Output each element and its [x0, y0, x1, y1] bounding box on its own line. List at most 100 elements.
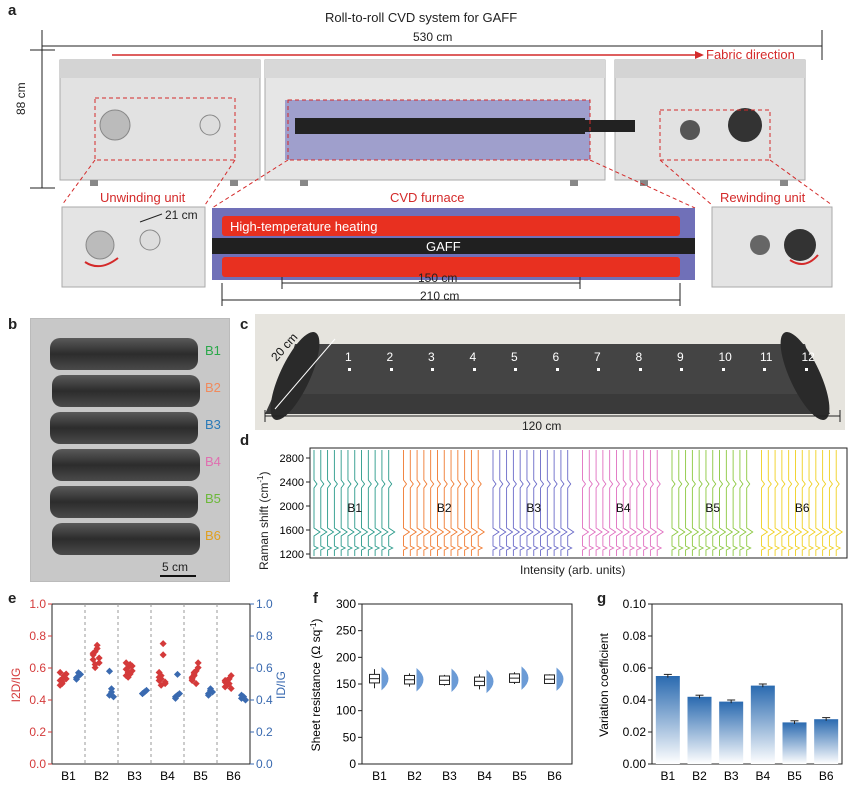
e-point-right [173, 670, 182, 678]
g-xtick-label: B1 [660, 769, 675, 783]
roll-width-label: 21 cm [165, 208, 198, 222]
panel-c-label: c [240, 316, 249, 333]
point-marker [638, 368, 642, 371]
e-ytick-left-label: 0.4 [29, 693, 46, 707]
raman-spectrum [526, 450, 534, 556]
scale-label: 5 cm [162, 560, 189, 574]
fabric-roll [52, 449, 200, 481]
e-point-left [122, 659, 130, 667]
panel-e-label: e [8, 590, 17, 607]
raman-ytick-label: 2800 [280, 453, 304, 465]
raman-spectrum [540, 450, 548, 556]
e-ytick-right-label: 0.6 [256, 661, 273, 675]
raman-ytick-label: 1600 [280, 525, 304, 537]
raman-spectrum [512, 450, 521, 556]
raman-spectrum [725, 450, 734, 556]
raman-spectrum [477, 450, 486, 556]
chart-f: 0 50 100 150 200 250 300 B1 B2 B3 B4 B5 B6 Sheet resi… [309, 597, 573, 783]
raman-spectrum [443, 450, 452, 556]
e-xtick-label: B3 [127, 769, 142, 783]
raman-spectrum [367, 450, 376, 556]
g-ytick-label: 0.00 [623, 757, 647, 771]
raman-spectrum [781, 450, 789, 556]
heated-length-label: 150 cm [418, 271, 458, 285]
f-violin [381, 666, 389, 691]
e-point-right [204, 691, 213, 699]
raman-spectrum [595, 450, 603, 556]
raman-spectrum [313, 450, 321, 556]
cvd-furnace-label: CVD furnace [390, 190, 465, 205]
raman-spectrum [381, 450, 389, 556]
chart-g: 0.00 0.02 0.04 0.06 0.08 0.10 B1 B2 B3 B4 B5 B6 Vari… [597, 597, 843, 783]
g-bar [655, 676, 680, 764]
e-point-left [194, 659, 202, 667]
point-label: 7 [594, 350, 601, 364]
raman-group-label: B6 [795, 501, 810, 515]
furnace-length-label: 210 cm [420, 289, 460, 303]
g-bar [814, 719, 839, 764]
machine-height-label: 88 cm [14, 82, 28, 115]
f-ylabel: Sheet resistance (Ω sq-1) [309, 619, 323, 752]
e-xtick-label: B5 [193, 769, 208, 783]
fabric-roll [52, 523, 200, 555]
f-ylabel-sup: -1 [309, 622, 318, 630]
g-ytick-label: 0.02 [623, 725, 647, 739]
f-violin [451, 668, 459, 692]
f-ytick-label: 200 [336, 650, 356, 664]
e-ytick-left-label: 1.0 [29, 597, 46, 611]
f-violin [556, 667, 564, 691]
f-ytick-label: 50 [343, 730, 357, 744]
raman-spectrum [403, 450, 411, 556]
f-ytick-label: 150 [336, 677, 356, 691]
g-xtick-label: B5 [787, 769, 802, 783]
e-point-left [157, 675, 165, 683]
e-ytick-right-label: 1.0 [256, 597, 273, 611]
g-xtick-label: B4 [755, 769, 770, 783]
f-xtick-label: B3 [442, 769, 457, 783]
g-xtick-label: B3 [724, 769, 739, 783]
point-label: 5 [511, 350, 518, 364]
f-ytick-label: 300 [336, 597, 356, 611]
fabric-direction-label: Fabric direction [706, 47, 795, 62]
raman-spectrum [815, 450, 823, 556]
raman-spectrum [835, 450, 844, 556]
point-label: 2 [386, 350, 394, 364]
raman-spectrum [546, 450, 555, 556]
panel-a-title: Roll-to-roll CVD system for GAFF [325, 10, 518, 25]
raman-spectrum [553, 450, 561, 556]
raman-spectrum [788, 450, 796, 556]
g-bar [750, 685, 775, 764]
e-ylabel-left: I2D/IG [9, 668, 23, 703]
f-xtick-label: B5 [512, 769, 527, 783]
raman-spectrum [506, 450, 514, 556]
machine-length-label: 530 cm [413, 30, 453, 44]
e-ytick-left-label: 0.0 [29, 757, 46, 771]
e-ylabel-right: ID/IG [274, 671, 288, 699]
f-ylabel-text: Sheet resistance (Ω sq [309, 630, 323, 752]
point-marker [431, 368, 434, 371]
raman-spectrum [691, 450, 700, 556]
e-point-left [159, 651, 167, 659]
raman-spectrum [828, 450, 837, 556]
e-xtick-label: B4 [160, 769, 175, 783]
point-marker [763, 368, 766, 371]
e-ytick-left-label: 0.6 [29, 661, 46, 675]
e-ytick-right-label: 0.4 [256, 693, 273, 707]
g-xtick-label: B2 [692, 769, 707, 783]
point-label: 6 [552, 350, 560, 364]
g-xtick-label: B6 [819, 769, 834, 783]
fabric-roll [50, 338, 198, 370]
raman-spectrum [712, 450, 720, 556]
raman-spectrum [519, 450, 527, 556]
e-point-left [159, 640, 167, 648]
e-xtick-label: B2 [94, 769, 109, 783]
raman-spectrum [450, 450, 458, 556]
raman-spectrum [761, 450, 769, 556]
raman-spectrum [560, 450, 568, 556]
e-ytick-right-label: 0.8 [256, 629, 273, 643]
g-ytick-label: 0.06 [623, 661, 647, 675]
point-label: 9 [677, 350, 684, 364]
panel-g-label: g [597, 590, 607, 607]
e-xtick-label: B6 [226, 769, 241, 783]
raman-spectrum [622, 450, 631, 556]
